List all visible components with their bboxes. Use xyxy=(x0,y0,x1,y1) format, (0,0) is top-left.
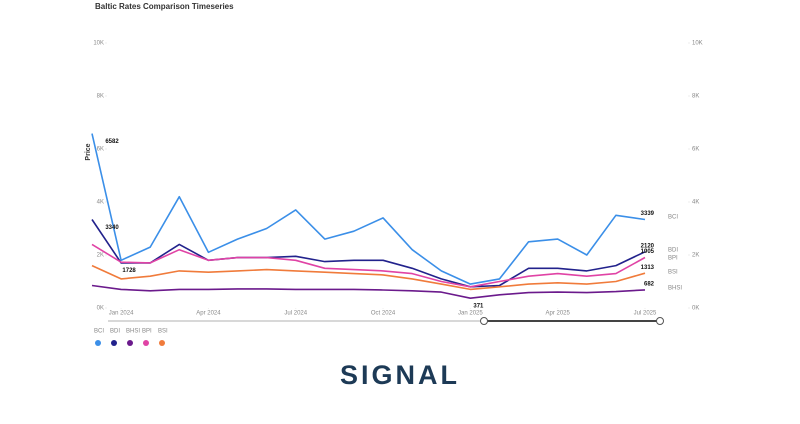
legend-label: BCI xyxy=(94,329,104,335)
legend-marker xyxy=(143,340,149,346)
series-line xyxy=(91,133,646,285)
data-label: 3339 xyxy=(641,211,655,217)
data-label: 6582 xyxy=(105,139,119,145)
legend-label: BPI xyxy=(142,329,152,335)
series-line xyxy=(91,264,646,291)
y2-tick-label: 8K xyxy=(692,94,699,100)
y2-tick-label: 2K xyxy=(692,253,699,259)
range-handle[interactable] xyxy=(480,317,488,325)
legend-marker xyxy=(111,340,117,346)
y2-tick-label: 4K xyxy=(692,200,699,206)
series-end-label: BSI xyxy=(668,270,678,276)
series-line xyxy=(91,219,646,288)
y-axis-label: Price xyxy=(85,143,92,160)
data-label: 3340 xyxy=(105,225,119,231)
x-tick-label: Oct 2024 xyxy=(371,311,396,317)
data-label: 682 xyxy=(644,282,655,288)
y-tick-label: 0K xyxy=(97,306,104,312)
series-end-label: BPI xyxy=(668,256,678,262)
legend-label: BHSI xyxy=(126,329,140,335)
x-tick-label: Jul 2025 xyxy=(634,311,657,317)
series-end-label: BHSI xyxy=(668,286,682,292)
x-tick-label: Jan 2024 xyxy=(109,311,134,317)
y2-tick-label: 6K xyxy=(692,147,699,153)
x-tick-label: Apr 2025 xyxy=(546,311,571,317)
chart-title: Baltic Rates Comparison Timeseries xyxy=(95,2,234,11)
x-tick-label: Apr 2024 xyxy=(196,311,221,317)
data-label: 1313 xyxy=(641,265,655,271)
data-label: 371 xyxy=(473,304,484,310)
brand-logo: SIGNAL xyxy=(340,360,460,390)
data-label: 1905 xyxy=(641,249,655,255)
y-tick-label: 2K xyxy=(97,253,104,259)
series-line xyxy=(91,243,646,288)
legend-label: BDI xyxy=(110,329,120,335)
series-end-label: BDI xyxy=(668,248,678,254)
y-tick-label: 8K xyxy=(97,94,104,100)
y2-tick-label: 10K xyxy=(692,41,703,47)
y-tick-label: 4K xyxy=(97,200,104,206)
x-tick-label: Jul 2024 xyxy=(284,311,307,317)
x-tick-label: Jan 2025 xyxy=(458,311,483,317)
legend-label: BSI xyxy=(158,329,168,335)
series-line xyxy=(91,284,646,300)
series-end-label: BCI xyxy=(668,215,678,221)
y2-tick-label: 0K xyxy=(692,306,699,312)
legend-marker xyxy=(95,340,101,346)
data-label: 2120 xyxy=(641,243,655,249)
y-tick-label: 6K xyxy=(97,147,104,153)
y-tick-label: 10K xyxy=(93,41,104,47)
range-handle[interactable] xyxy=(656,317,664,325)
data-label: 1728 xyxy=(122,268,136,274)
legend-marker xyxy=(127,340,133,346)
legend-marker xyxy=(159,340,165,346)
